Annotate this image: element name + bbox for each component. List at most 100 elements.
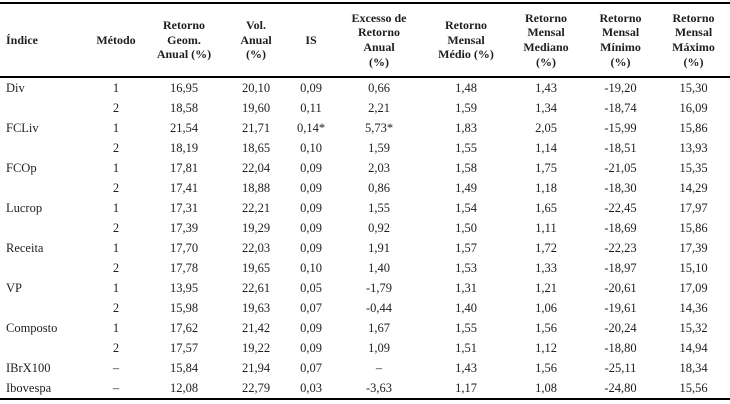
table-row: 2 17,39 19,29 0,09 0,92 1,50 1,11 -18,69 15,86 [0, 218, 730, 238]
cell-excesso_retorno_anual: 1,55 [368, 200, 390, 215]
cell-retorno_mensal_maximo: 14,29 [679, 180, 708, 195]
cell-retorno_geom_anual: 18,58 [169, 100, 199, 115]
cell-retorno_mensal_mediano: 2,05 [535, 120, 557, 135]
cell-vol_anual: 21,71 [241, 120, 271, 135]
cell-metodo: 2 [112, 260, 120, 275]
table-body: Div 1 16,95 20,10 0,09 0,66 1,48 1,43 -19,20 15,3… [0, 77, 730, 399]
cell-retorno_mensal_maximo: 18,34 [679, 360, 708, 375]
table-row: Div 1 16,95 20,10 0,09 0,66 1,48 1,43 -19,20 15,3… [0, 77, 730, 98]
cell-metodo: – [112, 380, 120, 395]
cell-retorno_geom_anual: 16,95 [169, 80, 199, 95]
column-header-retorno_mensal_medio: Retorno Mensal Médio (%) [424, 3, 508, 78]
cell-retorno_mensal_mediano: 1,12 [535, 340, 557, 355]
cell-metodo: 2 [112, 140, 120, 155]
cell-retorno_mensal_maximo: 15,86 [679, 120, 708, 135]
cell-is: 0,09 [300, 240, 322, 255]
cell-retorno_mensal_maximo: 14,36 [679, 300, 708, 315]
cell-retorno_geom_anual: 17,31 [169, 200, 199, 215]
cell-is: 0,09 [300, 160, 322, 175]
cell-is: 0,09 [300, 340, 322, 355]
cell-retorno_mensal_medio: 1,48 [455, 80, 477, 95]
cell-retorno_geom_anual: 17,78 [169, 260, 199, 275]
cell-retorno_mensal_mediano: 1,11 [535, 220, 557, 235]
cell-indice [0, 178, 88, 198]
cell-retorno_geom_anual: 17,57 [169, 340, 199, 355]
cell-metodo: 1 [112, 280, 120, 295]
cell-metodo: – [112, 360, 120, 375]
cell-retorno_geom_anual: 17,62 [169, 320, 199, 335]
cell-is: 0,11 [300, 100, 322, 115]
table-row: 2 17,78 19,65 0,10 1,40 1,53 1,33 -18,97 15,10 [0, 258, 730, 278]
cell-is: 0,07 [300, 300, 322, 315]
cell-is: 0,09 [300, 220, 322, 235]
cell-metodo: 1 [112, 80, 120, 95]
cell-vol_anual: 18,88 [241, 180, 271, 195]
cell-excesso_retorno_anual: – [375, 360, 383, 375]
cell-retorno_mensal_mediano: 1,72 [535, 240, 557, 255]
cell-indice: FCOp [6, 160, 37, 175]
cell-is: 0,14* [296, 120, 326, 135]
cell-retorno_mensal_maximo: 15,10 [679, 260, 708, 275]
cell-retorno_mensal_maximo: 17,09 [679, 280, 708, 295]
cell-excesso_retorno_anual: -0,44 [365, 300, 393, 315]
cell-metodo: 1 [112, 200, 120, 215]
cell-retorno_mensal_minimo: -22,23 [604, 240, 637, 255]
column-header-metodo: Método [88, 3, 144, 78]
cell-retorno_mensal_medio: 1,59 [455, 100, 477, 115]
cell-vol_anual: 21,42 [241, 320, 271, 335]
cell-excesso_retorno_anual: -1,79 [365, 280, 393, 295]
cell-indice [0, 298, 88, 318]
cell-retorno_geom_anual: 17,39 [169, 220, 199, 235]
cell-retorno_mensal_medio: 1,55 [455, 320, 477, 335]
cell-excesso_retorno_anual: 0,86 [368, 180, 390, 195]
cell-is: 0,03 [300, 380, 322, 395]
cell-is: 0,09 [300, 180, 322, 195]
cell-excesso_retorno_anual: 2,03 [368, 160, 390, 175]
cell-retorno_mensal_medio: 1,54 [455, 200, 477, 215]
cell-is: 0,07 [300, 360, 322, 375]
column-header-excesso_retorno_anual: Excesso de Retorno Anual (%) [334, 3, 424, 78]
cell-retorno_mensal_mediano: 1,14 [535, 140, 557, 155]
cell-retorno_mensal_minimo: -20,24 [604, 320, 637, 335]
cell-retorno_mensal_maximo: 17,39 [679, 240, 708, 255]
cell-retorno_mensal_minimo: -19,20 [604, 80, 637, 95]
cell-retorno_mensal_maximo: 16,09 [679, 100, 708, 115]
cell-indice: Composto [6, 320, 58, 335]
table-row: 2 18,58 19,60 0,11 2,21 1,59 1,34 -18,74 16,09 [0, 98, 730, 118]
cell-retorno_mensal_minimo: -18,74 [604, 100, 637, 115]
cell-indice [0, 338, 88, 358]
cell-metodo: 2 [112, 220, 120, 235]
cell-is: 0,10 [300, 140, 322, 155]
cell-retorno_mensal_maximo: 14,94 [679, 340, 708, 355]
cell-metodo: 1 [112, 240, 120, 255]
cell-retorno_geom_anual: 17,81 [169, 160, 199, 175]
cell-retorno_geom_anual: 12,08 [169, 380, 199, 395]
table-row: Composto 1 17,62 21,42 0,09 1,67 1,55 1,56 -20,2… [0, 318, 730, 338]
cell-retorno_mensal_medio: 1,57 [455, 240, 477, 255]
column-header-indice: Índice [0, 3, 88, 78]
cell-retorno_mensal_minimo: -20,61 [604, 280, 637, 295]
cell-retorno_mensal_medio: 1,53 [455, 260, 477, 275]
cell-retorno_mensal_minimo: -18,51 [604, 140, 637, 155]
cell-excesso_retorno_anual: 1,91 [368, 240, 390, 255]
cell-indice [0, 98, 88, 118]
cell-retorno_mensal_minimo: -21,05 [604, 160, 637, 175]
table-header: Índice Método Retorno Geom. Anual (%) Vol. … [0, 3, 730, 78]
cell-retorno_geom_anual: 15,98 [169, 300, 199, 315]
cell-retorno_mensal_mediano: 1,21 [535, 280, 557, 295]
cell-indice: Div [6, 80, 25, 95]
cell-retorno_mensal_mediano: 1,33 [535, 260, 557, 275]
cell-indice [0, 258, 88, 278]
table-row: 2 15,98 19,63 0,07 -0,44 1,40 1,06 -19,61 14,36 [0, 298, 730, 318]
table-row: FCOp 1 17,81 22,04 0,09 2,03 1,58 1,75 -21,05 15,… [0, 158, 730, 178]
cell-indice: Ibovespa [6, 380, 52, 395]
cell-metodo: 2 [112, 180, 120, 195]
cell-vol_anual: 18,65 [241, 140, 271, 155]
cell-retorno_mensal_maximo: 15,56 [679, 380, 708, 395]
cell-retorno_mensal_mediano: 1,06 [535, 300, 557, 315]
cell-vol_anual: 20,10 [241, 80, 271, 95]
cell-retorno_mensal_minimo: -18,80 [604, 340, 637, 355]
cell-retorno_mensal_medio: 1,55 [455, 140, 477, 155]
table-row: Lucrop 1 17,31 22,21 0,09 1,55 1,54 1,65 -22,45 1… [0, 198, 730, 218]
